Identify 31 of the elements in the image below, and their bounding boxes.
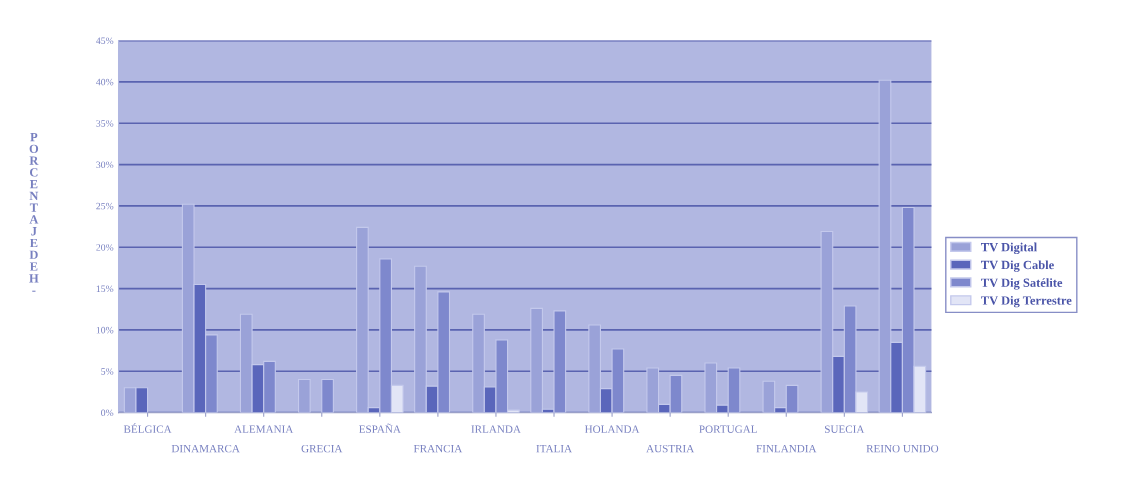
y-tick-label: 0% [101,409,114,417]
y-tick-label: 25% [96,202,114,210]
x-tick-label: FRANCIA [413,444,463,453]
legend-label: TV Dig Terrestre [981,295,1072,308]
text: PORCENTAJEDEH- [29,132,39,292]
y-tick-label: 30% [96,161,114,169]
x-tick-label: SUECIA [825,425,865,433]
bar [321,378,334,413]
x-tick-label: HOLANDA [584,425,640,433]
x-tick-label: IRLANDA [471,425,521,433]
x-tick-label: PORTUGAL [699,425,757,433]
y-tick-label: 10% [96,326,114,334]
y-tick-label: 20% [96,244,114,251]
y-tick-label: 35% [96,120,114,127]
x-tick-label: ESPAÑA [359,423,401,433]
x-tick-label: DINAMARCA [171,444,240,453]
x-tick-label: AUSTRIA [646,444,695,453]
x-tick-label: GRECIA [301,444,343,453]
y-tick-label: 5% [101,368,114,375]
x-tick-label: REINO UNIDO [866,444,939,453]
x-tick-label: FINLANDIA [756,444,817,453]
x-tick-label: ALEMANIA [234,425,294,433]
y-tick-label: 45% [96,37,114,45]
y-tick-label: 40% [96,78,114,86]
legend-label: TV Dig Satélite [981,278,1063,290]
y-tick-label: 15% [96,285,114,293]
bar [297,378,311,413]
legend-label: TV Dig Cable [981,260,1054,272]
legend-label: TV Digital [981,242,1037,255]
x-tick-label: ITALIA [536,444,572,453]
x-tick-label: BÉLGICA [123,423,172,433]
